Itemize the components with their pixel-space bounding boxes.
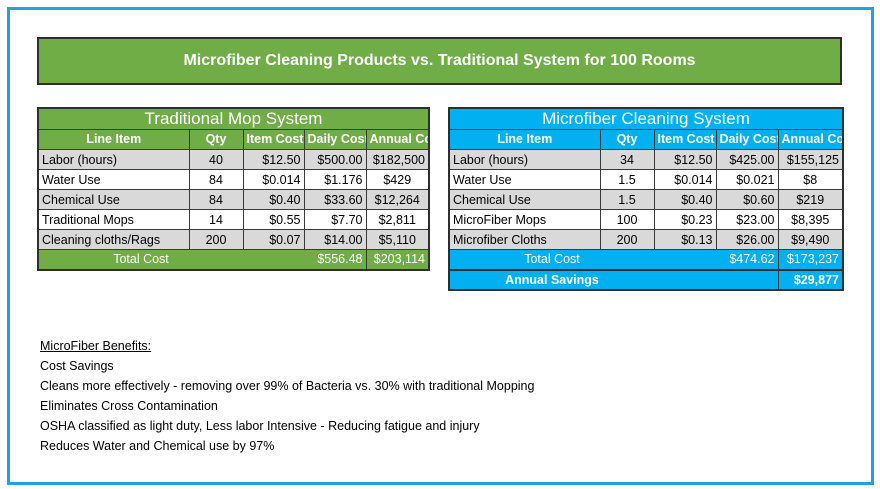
benefits-section: MicroFiber Benefits: Cost Savings Cleans… bbox=[40, 336, 534, 456]
col-header: Line Item bbox=[37, 129, 190, 150]
cell: 84 bbox=[188, 169, 244, 190]
benefit-item: Eliminates Cross Contamination bbox=[40, 399, 218, 413]
cell: $0.60 bbox=[715, 189, 779, 210]
cell: 14 bbox=[188, 209, 244, 230]
cell: $33.60 bbox=[303, 189, 367, 210]
table-row: Cleaning cloths/Rags 200 $0.07 $14.00 $5… bbox=[37, 229, 430, 250]
microfiber-table: Microfiber Cleaning System Line Item Qty… bbox=[448, 107, 844, 291]
cell: $8 bbox=[777, 169, 844, 190]
cell: Water Use bbox=[37, 169, 190, 190]
table-row: Water Use 84 $0.014 $1.176 $429 bbox=[37, 169, 430, 190]
cell: $26.00 bbox=[715, 229, 779, 250]
cell: $155,125 bbox=[777, 149, 844, 170]
cell: $1.176 bbox=[303, 169, 367, 190]
benefit-item: Cost Savings bbox=[40, 359, 114, 373]
page-title: Microfiber Cleaning Products vs. Traditi… bbox=[37, 37, 842, 85]
savings-label: Annual Savings bbox=[449, 268, 654, 290]
benefit-item: Cleans more effectively - removing over … bbox=[40, 379, 535, 393]
cell: 200 bbox=[188, 229, 244, 250]
total-row: Total Cost $556.48 $203,114 bbox=[38, 249, 430, 270]
total-annual: $173,237 bbox=[777, 249, 844, 270]
table-row: Labor (hours) 40 $12.50 $500.00 $182,500 bbox=[37, 149, 430, 170]
cell: Labor (hours) bbox=[448, 149, 601, 170]
table-row: Traditional Mops 14 $0.55 $7.70 $2,811 bbox=[37, 209, 430, 230]
total-daily: $474.62 bbox=[716, 249, 778, 270]
cell: 100 bbox=[599, 209, 655, 230]
cell: $2,811 bbox=[365, 209, 430, 230]
table-row: MicroFiber Mops 100 $0.23 $23.00 $8,395 bbox=[448, 209, 844, 230]
total-label: Total Cost bbox=[38, 249, 243, 270]
cell: MicroFiber Mops bbox=[448, 209, 601, 230]
table-row: Chemical Use 1.5 $0.40 $0.60 $219 bbox=[448, 189, 844, 210]
cell: $425.00 bbox=[715, 149, 779, 170]
col-header: Daily Cost bbox=[303, 129, 367, 150]
cell: Water Use bbox=[448, 169, 601, 190]
cell: Chemical Use bbox=[37, 189, 190, 210]
col-header: Annual Cost bbox=[365, 129, 430, 150]
cell: $12.50 bbox=[242, 149, 305, 170]
cell: $0.40 bbox=[653, 189, 717, 210]
cell: $8,395 bbox=[777, 209, 844, 230]
microfiber-caption: Microfiber Cleaning System bbox=[449, 108, 843, 130]
table-row: Water Use 1.5 $0.014 $0.021 $8 bbox=[448, 169, 844, 190]
cell: $429 bbox=[365, 169, 430, 190]
cell: $219 bbox=[777, 189, 844, 210]
benefit-item: Reduces Water and Chemical use by 97% bbox=[40, 439, 275, 453]
col-header: Line Item bbox=[448, 129, 601, 150]
col-header: Item Cost bbox=[242, 129, 305, 150]
total-annual: $203,114 bbox=[365, 249, 430, 270]
cell: $182,500 bbox=[365, 149, 430, 170]
cell: $0.014 bbox=[653, 169, 717, 190]
cell: $0.40 bbox=[242, 189, 305, 210]
cell: $0.021 bbox=[715, 169, 779, 190]
cell: $0.07 bbox=[242, 229, 305, 250]
cell: $0.13 bbox=[653, 229, 717, 250]
savings-row: Annual Savings $29,877 bbox=[449, 268, 843, 290]
cell: 1.5 bbox=[599, 189, 655, 210]
cell: 200 bbox=[599, 229, 655, 250]
page-frame bbox=[7, 7, 874, 485]
cell: $0.55 bbox=[242, 209, 305, 230]
cell: $12,264 bbox=[365, 189, 430, 210]
col-header: Annual Cost bbox=[777, 129, 844, 150]
table-row: Labor (hours) 34 $12.50 $425.00 $155,125 bbox=[448, 149, 844, 170]
cell: $5,110 bbox=[365, 229, 430, 250]
benefits-heading: MicroFiber Benefits: bbox=[40, 339, 152, 353]
cell: $9,490 bbox=[777, 229, 844, 250]
cell: $23.00 bbox=[715, 209, 779, 230]
cell: Labor (hours) bbox=[37, 149, 190, 170]
total-row: Total Cost $474.62 $173,237 bbox=[449, 249, 844, 270]
cell: $14.00 bbox=[303, 229, 367, 250]
traditional-table: Traditional Mop System Line Item Qty Ite… bbox=[37, 107, 430, 271]
savings-value: $29,877 bbox=[777, 268, 843, 290]
cell: $0.014 bbox=[242, 169, 305, 190]
cell: Traditional Mops bbox=[37, 209, 190, 230]
cell: 34 bbox=[599, 149, 655, 170]
cell: 40 bbox=[188, 149, 244, 170]
col-header: Qty bbox=[599, 129, 655, 150]
cell: $7.70 bbox=[303, 209, 367, 230]
col-header: Item Cost bbox=[653, 129, 717, 150]
col-header: Qty bbox=[188, 129, 244, 150]
cell: Microfiber Cloths bbox=[448, 229, 601, 250]
cell: $500.00 bbox=[303, 149, 367, 170]
cell: 1.5 bbox=[599, 169, 655, 190]
total-label: Total Cost bbox=[449, 249, 654, 270]
col-header: Daily Cost bbox=[715, 129, 779, 150]
benefit-item: OSHA classified as light duty, Less labo… bbox=[40, 419, 480, 433]
cell: $12.50 bbox=[653, 149, 717, 170]
cell: Cleaning cloths/Rags bbox=[37, 229, 190, 250]
cell: 84 bbox=[188, 189, 244, 210]
traditional-caption: Traditional Mop System bbox=[38, 108, 429, 130]
cell: $0.23 bbox=[653, 209, 717, 230]
table-row: Chemical Use 84 $0.40 $33.60 $12,264 bbox=[37, 189, 430, 210]
total-daily: $556.48 bbox=[304, 249, 366, 270]
cell: Chemical Use bbox=[448, 189, 601, 210]
table-row: Microfiber Cloths 200 $0.13 $26.00 $9,49… bbox=[448, 229, 844, 250]
